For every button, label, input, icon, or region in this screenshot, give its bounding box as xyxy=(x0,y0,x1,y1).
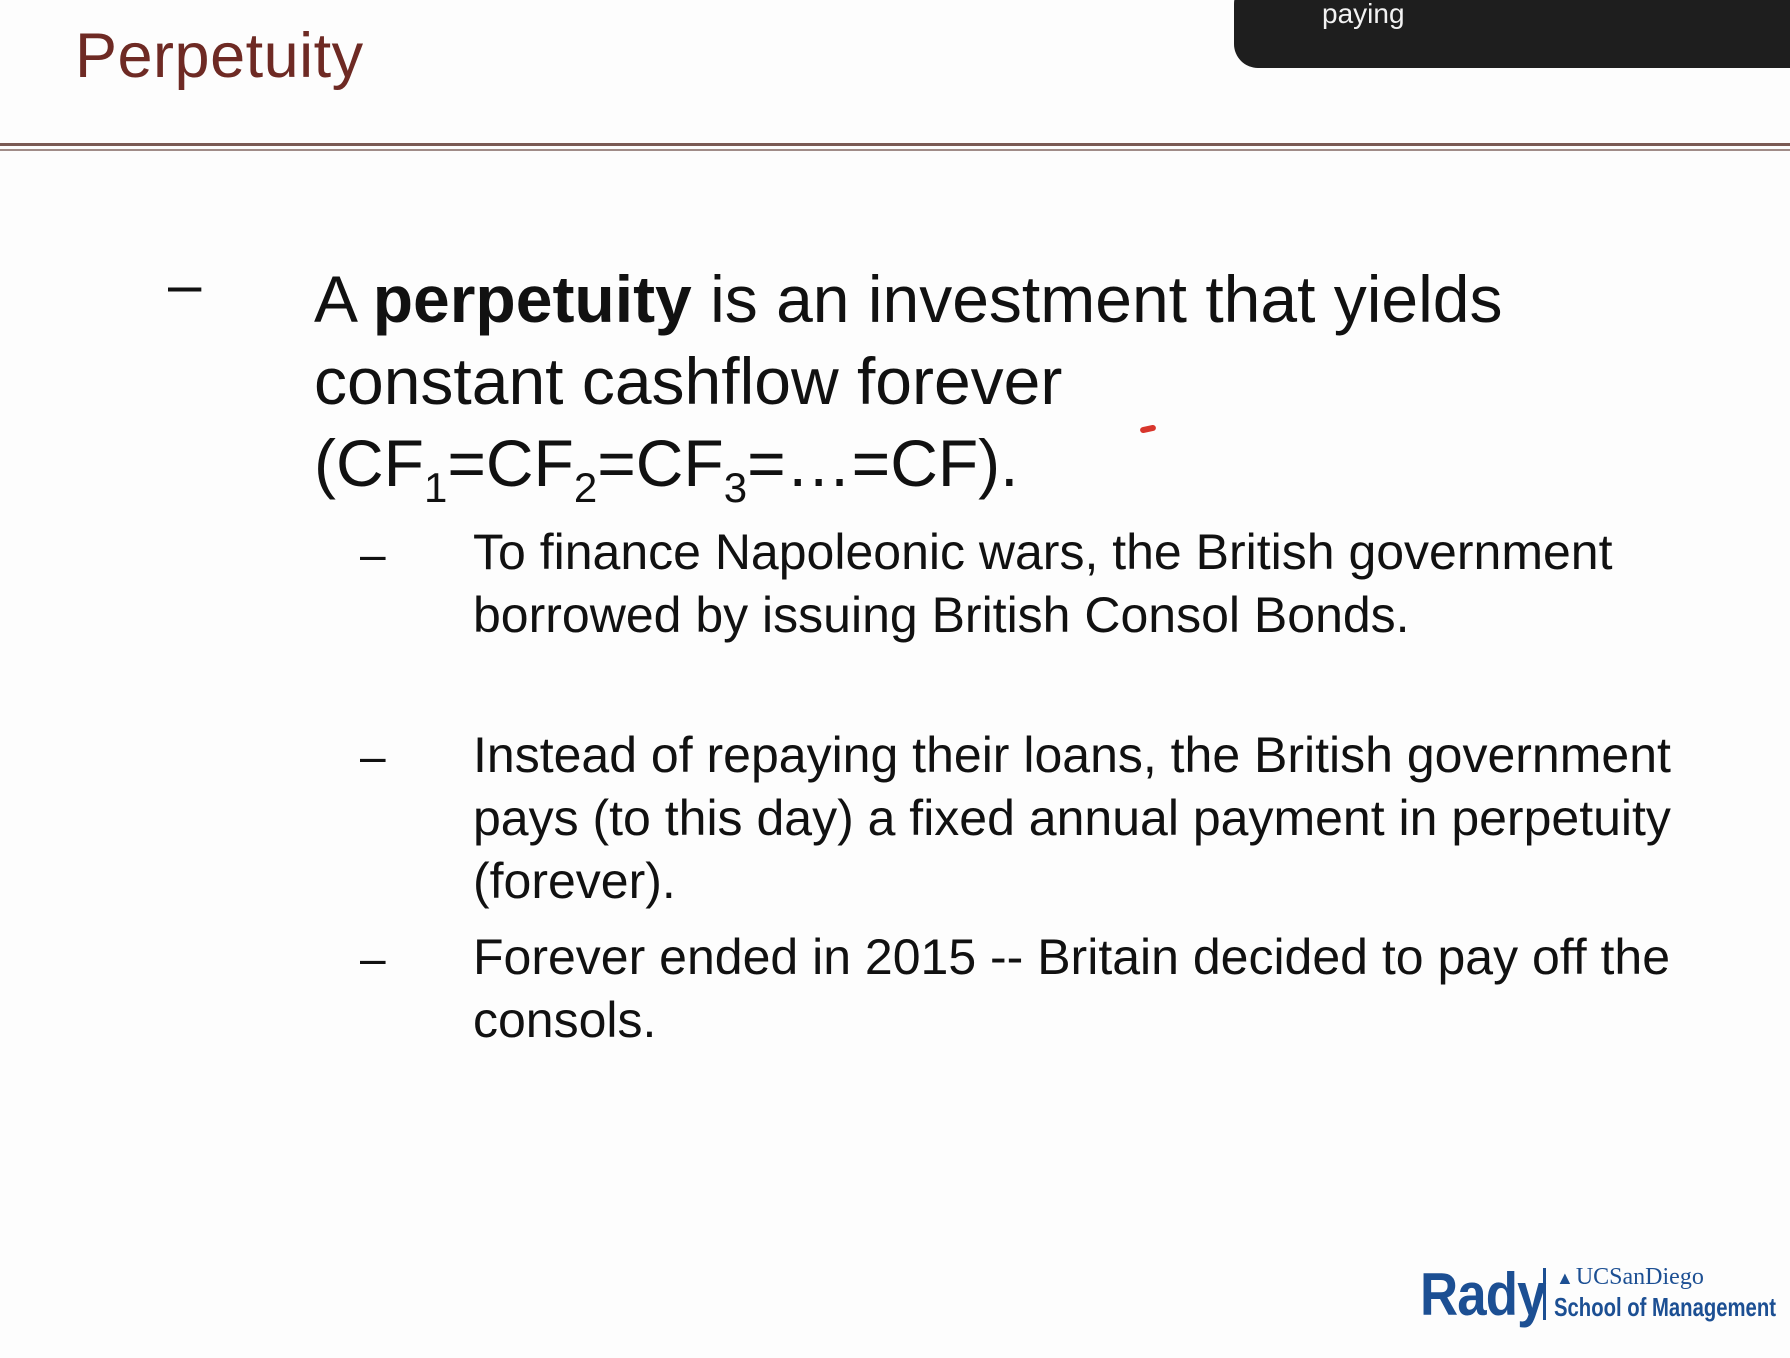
formula-part: (CF xyxy=(314,426,424,500)
main-bullet-text: A perpetuity is an investment that yield… xyxy=(314,258,1644,509)
formula-part: =CF xyxy=(597,426,724,500)
main-bullet-definition: is an investment that yields constant ca… xyxy=(314,262,1503,418)
main-bullet-prefix: A xyxy=(314,262,373,336)
perpetuity-formula: (CF1=CF2=CF3=…=CF). xyxy=(314,426,1019,509)
formula-part: =…=CF). xyxy=(747,426,1019,500)
sub-bullet-dash: – xyxy=(360,528,386,580)
logo-rady-text: Rady xyxy=(1420,1261,1546,1328)
logo-ucsd-text: UCSanDiego xyxy=(1575,1264,1704,1290)
sub-bullet-dash: – xyxy=(360,730,386,782)
caption-overlay-text: paying xyxy=(1322,0,1405,29)
title-divider-secondary xyxy=(0,149,1790,151)
title-divider xyxy=(0,143,1790,146)
slide-title: Perpetuity xyxy=(75,21,364,91)
caption-overlay: paying xyxy=(1234,0,1790,68)
sub-bullet-dash: – xyxy=(360,932,386,984)
main-bullet-dash: – xyxy=(168,251,202,318)
formula-part: =CF xyxy=(447,426,574,500)
sub-bullet-text: To finance Napoleonic wars, the British … xyxy=(473,524,1613,643)
logo-divider xyxy=(1543,1268,1546,1320)
formula-subscript: 1 xyxy=(423,464,448,511)
rady-logo: Rady ▲UCSanDiego School of Management xyxy=(1420,1260,1790,1330)
main-bullet-term: perpetuity xyxy=(372,262,692,336)
formula-subscript: 3 xyxy=(723,464,748,511)
logo-ucsd: ▲UCSanDiego xyxy=(1556,1264,1704,1291)
trident-icon: ▲ xyxy=(1556,1268,1574,1288)
sub-bullet-text: Forever ended in 2015 -- Britain decided… xyxy=(473,929,1671,1048)
formula-subscript: 2 xyxy=(573,464,598,511)
logo-school-text: School of Management xyxy=(1554,1292,1776,1322)
sub-bullet-text: Instead of repaying their loans, the Bri… xyxy=(473,727,1671,909)
